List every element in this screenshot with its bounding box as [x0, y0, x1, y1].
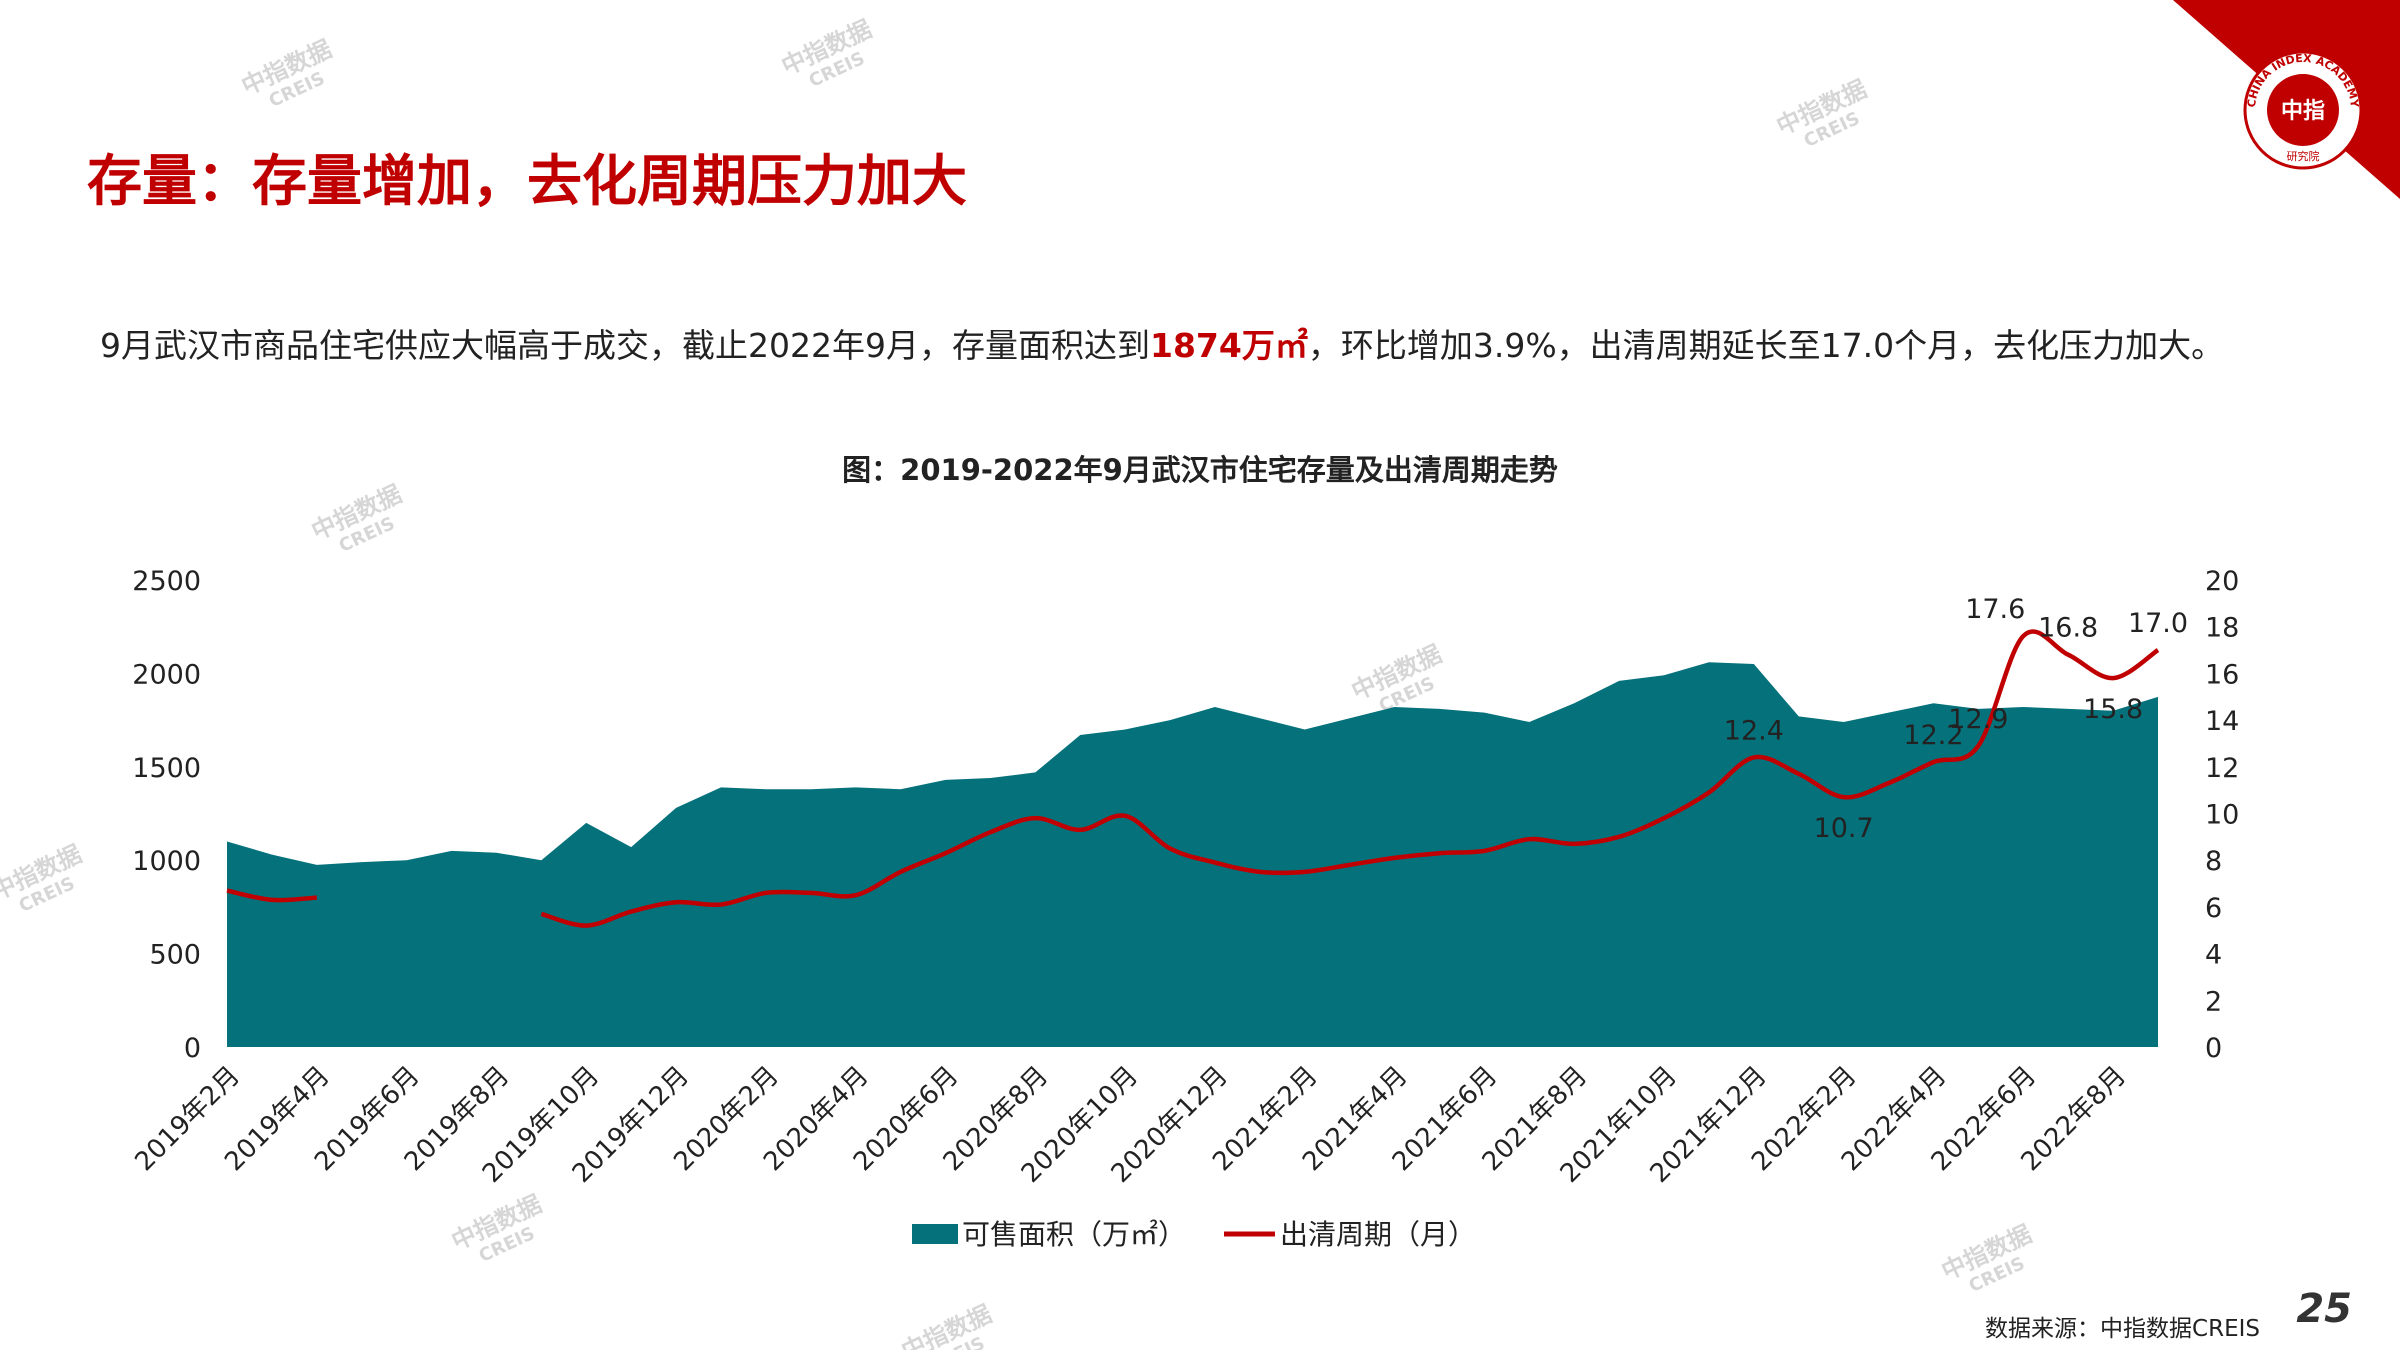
- data-label: 15.8: [2083, 694, 2143, 725]
- chart-title: 图：2019-2022年9月武汉市住宅存量及出清周期走势: [842, 453, 1558, 487]
- data-label: 17.0: [2128, 608, 2188, 639]
- y2-tick-label: 16: [2205, 659, 2239, 690]
- summary-highlight: 1874万㎡: [1150, 326, 1308, 365]
- watermark: 中指数据CREIS: [1937, 1220, 2036, 1297]
- legend-label: 出清周期（月）: [1280, 1218, 1476, 1251]
- y-tick-label: 2000: [132, 659, 201, 690]
- y2-tick-label: 2: [2205, 986, 2222, 1017]
- line: [226, 888, 317, 903]
- y-tick-label: 0: [184, 1033, 201, 1064]
- y-tick-label: 1500: [132, 753, 201, 784]
- watermark: 中指数据CREIS: [0, 840, 86, 917]
- watermark: 中指数据CREIS: [237, 35, 336, 112]
- y2-tick-label: 12: [2205, 753, 2239, 784]
- data-label: 12.9: [1948, 704, 2008, 735]
- legend-swatch: [912, 1224, 958, 1244]
- y2-tick-label: 10: [2205, 800, 2239, 831]
- y-tick-label: 500: [149, 940, 201, 971]
- watermark: 中指数据CREIS: [1772, 75, 1871, 152]
- data-label: 17.6: [1965, 594, 2025, 625]
- data-label: 10.7: [1814, 813, 1874, 844]
- y2-tick-label: 8: [2205, 846, 2222, 877]
- logo-center: 中指: [2281, 99, 2325, 124]
- y-tick-label: 1000: [132, 846, 201, 877]
- y-tick-label: 2500: [132, 566, 201, 597]
- data-label: 16.8: [2038, 613, 2098, 644]
- y2-tick-label: 4: [2205, 940, 2222, 971]
- summary-text: ，环比增加3.9%，出清周期延长至17.0个月，去化压力加大。: [1308, 326, 2224, 365]
- source: 数据来源：中指数据CREIS: [1985, 1316, 2260, 1342]
- watermark: 中指数据CREIS: [447, 1190, 546, 1267]
- legend-label: 可售面积（万㎡）: [962, 1218, 1186, 1251]
- summary-text: 9月武汉市商品住宅供应大幅高于成交，截止2022年9月，存量面积达到: [100, 326, 1150, 365]
- page-number: 25: [2296, 1286, 2352, 1332]
- slide-title: 存量：存量增加，去化周期压力加大: [87, 149, 967, 213]
- data-label: 12.4: [1724, 715, 1784, 746]
- logo-bottom: 研究院: [2287, 149, 2320, 163]
- summary: 9月武汉市商品住宅供应大幅高于成交，截止2022年9月，存量面积达到1874万㎡…: [100, 326, 2224, 365]
- watermark: 中指数据CREIS: [897, 1300, 996, 1350]
- line: [540, 629, 2160, 928]
- data-label: 12.2: [1903, 720, 1963, 751]
- y2-tick-label: 0: [2205, 1033, 2222, 1064]
- watermark: 中指数据CREIS: [777, 15, 876, 92]
- y2-tick-label: 14: [2205, 706, 2239, 737]
- y2-tick-label: 6: [2205, 893, 2222, 924]
- y2-tick-label: 18: [2205, 613, 2239, 644]
- y2-tick-label: 20: [2205, 566, 2239, 597]
- logo-core: [2267, 74, 2339, 146]
- watermark: 中指数据CREIS: [307, 480, 406, 557]
